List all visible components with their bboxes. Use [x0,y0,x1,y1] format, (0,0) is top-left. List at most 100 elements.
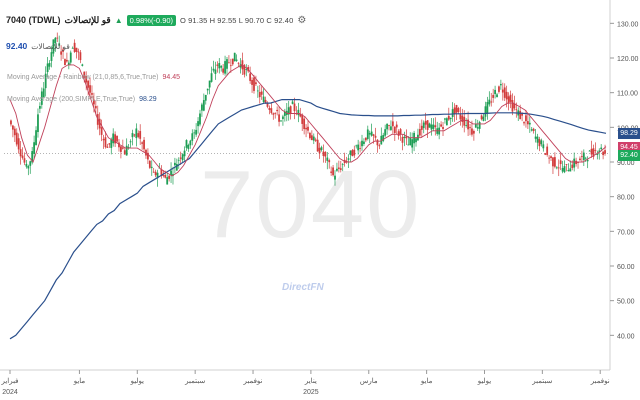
y-tick-label: 60.00 [617,264,635,271]
candle-body [548,157,551,159]
candle-body [426,120,429,130]
candle-body [260,91,263,95]
chart-header: 7040 (TDWL) قو للإتصالات ▲ 0.98%(-0.90) … [6,13,306,27]
candle-body [580,156,583,158]
candle-body [133,134,136,136]
candle-body [266,103,269,107]
candle-body [361,140,363,147]
candle-body [58,43,61,46]
candle-body [256,90,259,92]
candle-body [69,52,72,63]
candle-body [505,91,508,100]
candle-body [318,147,321,154]
candle-body [197,121,199,127]
candle-body [175,163,178,171]
candle-body [251,79,253,85]
candle-body [550,156,552,159]
candle-body [526,121,529,125]
candle-body [553,157,556,167]
y-tick-label: 70.00 [617,229,635,236]
candle-body [465,125,468,126]
candle-body [245,69,248,70]
candle-body [15,132,18,145]
candle-body [125,145,128,156]
candle-body [403,136,406,138]
candle-body [123,150,126,155]
last-price-row: 92.40 قو للإتصالات [6,41,70,51]
candle-body [490,101,493,103]
candle-body [337,167,340,169]
candle-body [328,160,331,163]
y-tick-label: 50.00 [617,299,635,306]
candle-body [577,162,579,163]
candle-body [405,136,408,139]
indicator-value: 98.29 [139,96,157,103]
candle-body [461,115,464,122]
candle-body [602,151,605,156]
candle-body [471,128,473,135]
candle-body [291,101,294,104]
candle-body [316,139,319,152]
indicator-ma-200[interactable]: Moving Average (200,SIMPLE,True,True) 98.… [7,96,157,103]
candle-body [563,166,566,173]
candle-body [224,61,226,74]
candle-body [73,42,76,52]
symbol-watermark: 7040 [200,151,422,258]
candle-body [384,129,387,136]
candle-body [540,140,543,145]
candle-body [143,139,145,150]
candle-body [218,63,221,69]
candle-body [31,151,34,163]
candle-body [106,146,109,148]
candle-body [372,134,375,136]
candle-body [289,106,292,114]
candle-body [532,128,535,131]
candle-body [332,167,334,176]
x-tick-label: فبراير [0,377,18,385]
candle-body [349,150,352,155]
candle-body [60,51,63,55]
candle-body [492,94,495,98]
indicator-ma-rainbow[interactable]: Moving Average - Rainbow (21,0,85,6,True… [7,74,180,81]
candle-body [579,158,581,161]
candle-body [150,166,153,168]
candle-body [91,93,93,95]
candle-body [393,126,396,133]
x-tick-label: يوليو [130,377,144,385]
candle-body [386,123,388,130]
gear-icon[interactable]: ⚙ [297,14,307,26]
candle-body [287,107,290,115]
candle-body [65,59,68,62]
candle-body [75,47,78,52]
candle-body [202,100,205,111]
candle-body [451,109,454,117]
candle-body [573,158,576,168]
candle-body [185,140,188,148]
candle-body [62,49,64,52]
candle-body [590,148,593,155]
candle-body [154,171,157,176]
candle-body [322,151,325,156]
candle-body [42,88,45,98]
candle-body [528,122,531,125]
candle-body [546,146,549,155]
candle-body [253,77,255,91]
candle-body [54,37,57,44]
candle-body [559,160,562,165]
symbol-name: قو للإتصالات [64,14,111,25]
candle-body [177,159,180,161]
candle-body [565,164,568,165]
candle-body [420,125,423,130]
candle-body [312,136,315,141]
candle-body [147,152,149,160]
candle-body [310,135,313,141]
candle-body [334,175,336,180]
candle-body [139,131,142,139]
candle-body [596,153,599,155]
candle-body [164,174,167,178]
candle-body [87,80,90,88]
candle-body [56,37,59,39]
candle-body [530,129,533,131]
